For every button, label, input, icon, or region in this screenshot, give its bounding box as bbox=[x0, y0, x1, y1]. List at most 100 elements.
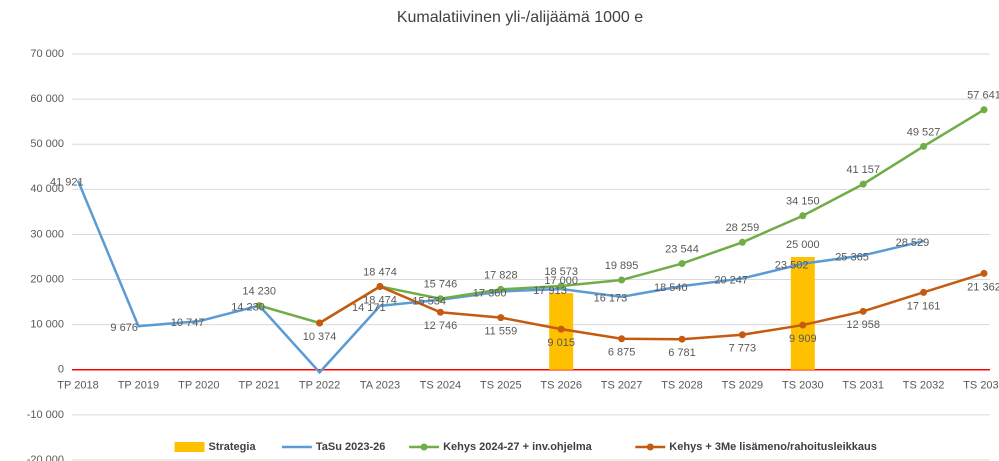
data-label: 21 362 bbox=[967, 281, 999, 293]
line bbox=[318, 272, 985, 341]
data-label: 9 676 bbox=[110, 322, 138, 334]
marker bbox=[920, 142, 928, 150]
x-tick-label: TS 2027 bbox=[601, 380, 643, 392]
marker bbox=[436, 295, 444, 303]
legend-label: TaSu 2023-26 bbox=[316, 441, 386, 453]
data-label: 7 773 bbox=[729, 343, 757, 355]
data-label: 17 360 bbox=[473, 287, 507, 299]
data-label: 57 641 bbox=[967, 90, 999, 102]
data-label: 11 559 bbox=[484, 326, 517, 338]
x-tick-label: TS 2026 bbox=[540, 380, 582, 392]
data-label: 16 173 bbox=[594, 293, 628, 305]
y-tick-label: -20 000 bbox=[27, 454, 64, 461]
marker bbox=[980, 269, 988, 277]
x-tick-label: TS 2030 bbox=[782, 380, 824, 392]
x-tick-label: TS 2024 bbox=[420, 380, 462, 392]
y-tick-label: 10 000 bbox=[30, 319, 64, 331]
legend-swatch bbox=[174, 442, 205, 452]
y-tick-label: 60 000 bbox=[30, 93, 64, 105]
marker bbox=[738, 238, 746, 246]
marker bbox=[618, 276, 626, 284]
legend-label: Kehys + 3Me lisämeno/rahoitusleikkaus bbox=[669, 441, 877, 453]
x-tick-label: TP 2022 bbox=[299, 380, 340, 392]
x-tick-label: TS 2028 bbox=[661, 380, 703, 392]
x-tick-label: TS 2032 bbox=[903, 380, 945, 392]
marker bbox=[436, 308, 444, 316]
data-label: 18 474 bbox=[363, 294, 397, 306]
data-label: 14 230 bbox=[242, 285, 276, 297]
data-label: 49 527 bbox=[907, 126, 941, 138]
data-label: 20 247 bbox=[714, 274, 748, 286]
y-tick-label: 20 000 bbox=[30, 273, 64, 285]
data-label: 34 150 bbox=[786, 196, 820, 208]
marker bbox=[255, 302, 263, 310]
data-label: 18 573 bbox=[544, 266, 578, 278]
marker bbox=[799, 321, 807, 329]
legend-label: Strategia bbox=[209, 441, 257, 453]
data-label: 12 958 bbox=[846, 319, 880, 331]
data-label: 19 895 bbox=[605, 260, 639, 272]
data-label: 14 230 bbox=[231, 301, 265, 313]
data-label: 6 781 bbox=[668, 347, 696, 359]
marker bbox=[980, 106, 988, 114]
marker bbox=[376, 282, 384, 290]
data-label: 18 540 bbox=[654, 282, 688, 294]
y-tick-label: 0 bbox=[58, 364, 64, 376]
data-label: 28 529 bbox=[896, 237, 930, 249]
data-label: 41 921 bbox=[50, 177, 84, 189]
legend-label: Kehys 2024-27 + inv.ohjelma bbox=[443, 441, 593, 453]
data-label: 25 365 bbox=[835, 251, 869, 263]
data-label: 15 534 bbox=[412, 296, 446, 308]
data-label: 17 828 bbox=[484, 269, 518, 281]
data-label: 14 171 bbox=[352, 302, 386, 314]
x-tick-label: TP 2018 bbox=[57, 380, 98, 392]
data-label: 41 157 bbox=[846, 164, 880, 176]
data-label: 10 374 bbox=[303, 331, 337, 343]
x-tick-label: TA 2023 bbox=[360, 380, 400, 392]
marker bbox=[678, 260, 686, 268]
data-label: 9 015 bbox=[547, 337, 575, 349]
data-label: 10 747 bbox=[171, 317, 205, 329]
data-label: 25 000 bbox=[786, 239, 820, 251]
marker bbox=[316, 319, 324, 327]
data-label: 17 161 bbox=[907, 300, 941, 312]
marker bbox=[618, 335, 626, 343]
x-tick-label: TP 2020 bbox=[178, 380, 219, 392]
x-tick-label: TP 2021 bbox=[239, 380, 280, 392]
marker bbox=[859, 180, 867, 188]
marker bbox=[920, 288, 928, 296]
data-label: 28 259 bbox=[726, 222, 760, 234]
chart-title: Kumalatiivinen yli-/alijäämä 1000 e bbox=[397, 9, 643, 26]
y-tick-label: 70 000 bbox=[30, 48, 64, 60]
y-tick-label: 30 000 bbox=[30, 228, 64, 240]
data-label: 15 746 bbox=[424, 279, 458, 291]
legend-marker bbox=[646, 443, 654, 451]
marker bbox=[738, 331, 746, 339]
bar bbox=[790, 257, 815, 370]
data-label: 17 000 bbox=[544, 275, 578, 287]
data-label: 17 913 bbox=[533, 285, 567, 297]
data-label: 6 875 bbox=[608, 347, 636, 359]
legend-marker bbox=[420, 443, 428, 451]
marker bbox=[497, 314, 505, 322]
x-tick-label: TS 2033 bbox=[963, 380, 999, 392]
data-label: 9 909 bbox=[789, 333, 817, 345]
data-label: 23 502 bbox=[775, 260, 809, 272]
marker bbox=[678, 335, 686, 343]
x-tick-label: TS 2029 bbox=[722, 380, 764, 392]
marker bbox=[557, 325, 565, 333]
x-tick-label: TS 2025 bbox=[480, 380, 522, 392]
y-tick-label: 50 000 bbox=[30, 138, 64, 150]
data-label: 23 544 bbox=[665, 243, 699, 255]
x-tick-label: TP 2019 bbox=[118, 380, 159, 392]
x-tick-label: TS 2031 bbox=[842, 380, 884, 392]
y-tick-label: 40 000 bbox=[30, 183, 64, 195]
marker bbox=[497, 285, 505, 293]
data-label: 12 746 bbox=[424, 320, 458, 332]
marker bbox=[799, 212, 807, 220]
marker bbox=[859, 307, 867, 315]
y-tick-label: -10 000 bbox=[27, 409, 64, 421]
marker bbox=[557, 282, 565, 290]
line bbox=[258, 108, 985, 325]
